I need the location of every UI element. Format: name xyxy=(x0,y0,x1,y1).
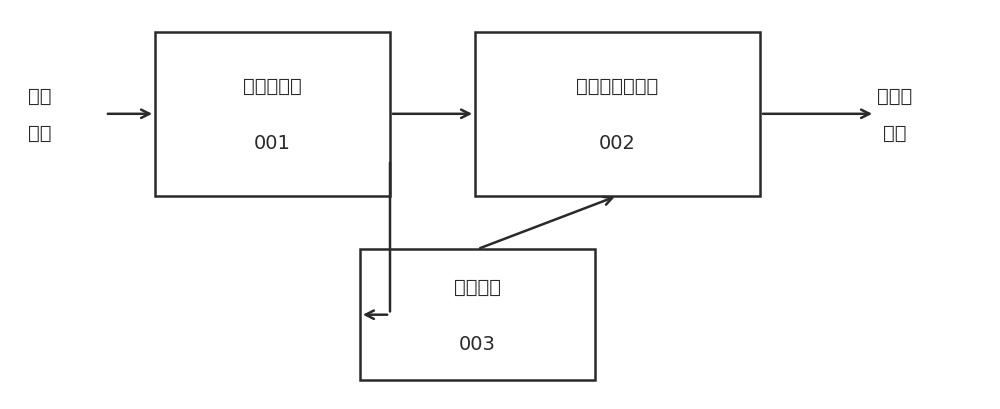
Text: 003: 003 xyxy=(459,334,496,353)
Text: 稳压器单元: 稳压器单元 xyxy=(243,76,302,95)
Bar xyxy=(475,33,760,196)
Text: 控制单元: 控制单元 xyxy=(454,277,501,296)
Bar xyxy=(155,33,390,196)
Text: 电源: 电源 xyxy=(28,87,52,106)
Text: 002: 002 xyxy=(599,134,636,153)
Text: 报警音: 报警音 xyxy=(877,87,913,106)
Text: 输入: 输入 xyxy=(28,124,52,142)
Text: 数字电位器单元: 数字电位器单元 xyxy=(576,76,659,95)
Text: 001: 001 xyxy=(254,134,291,153)
Text: 输出: 输出 xyxy=(883,124,907,142)
Bar xyxy=(360,249,595,380)
